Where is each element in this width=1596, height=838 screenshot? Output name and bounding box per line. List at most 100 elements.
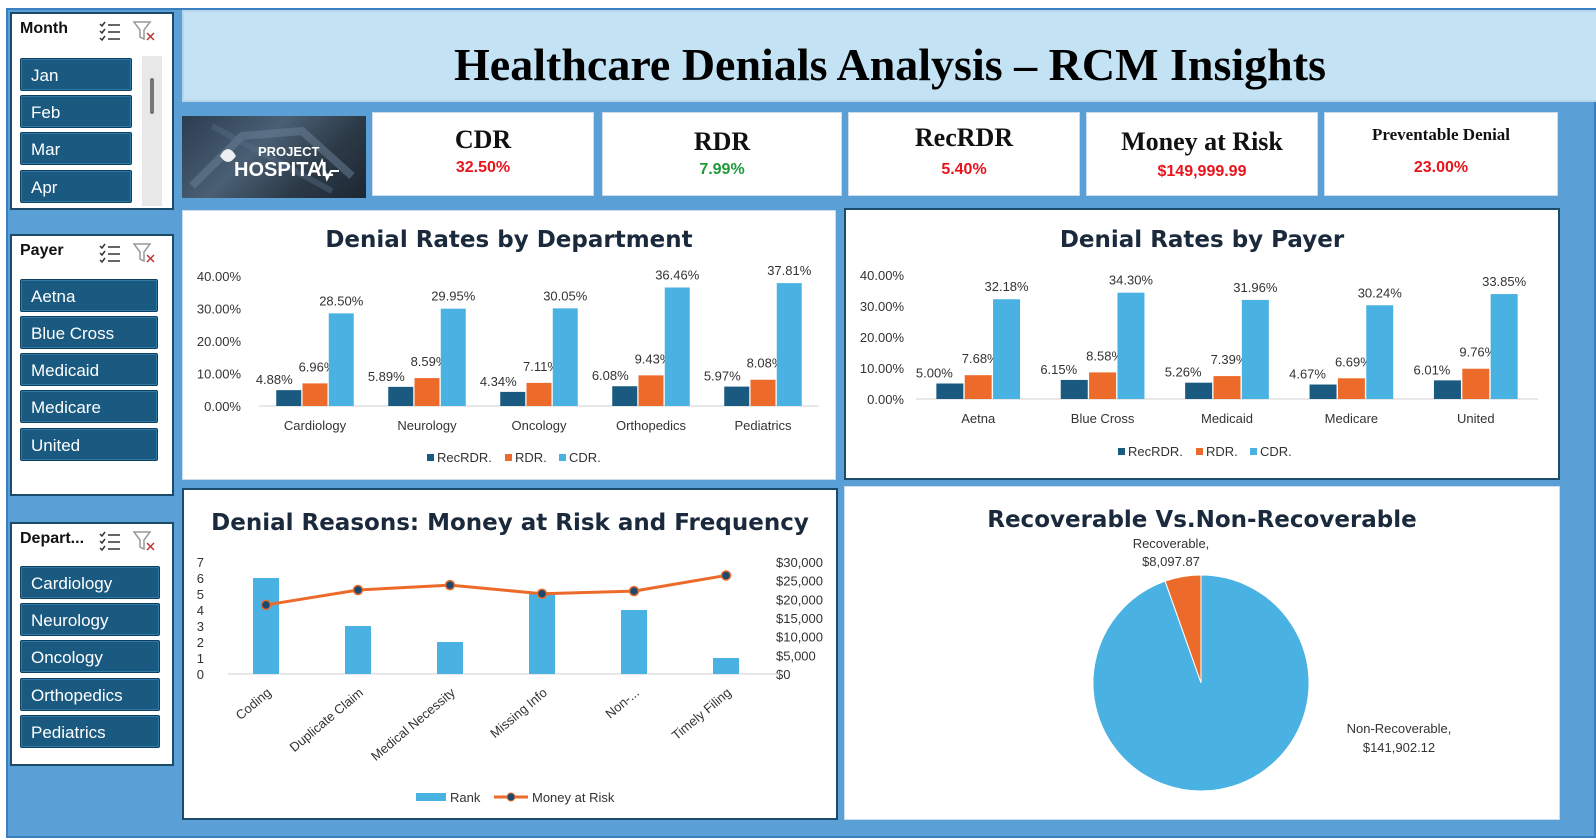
slicer-item-aetna[interactable]: Aetna — [20, 279, 158, 312]
slicer-item-jan[interactable]: Jan — [20, 58, 132, 91]
bar — [724, 386, 750, 406]
data-label: 9.43% — [635, 351, 672, 366]
y-tick-label: 20.00% — [860, 330, 905, 345]
legend-label: Rank — [450, 790, 481, 805]
chart-title: Denial Rates by Payer — [1059, 227, 1345, 253]
dashboard: Month Jan Feb Mar Apr Payer Aetna Blue C… — [6, 8, 1596, 838]
slicer-month: Month Jan Feb Mar Apr — [10, 12, 174, 210]
x-tick-label: Aetna — [961, 411, 996, 426]
bar — [388, 386, 414, 406]
y2-tick-label: $0 — [776, 667, 790, 682]
y-tick-label: 6 — [197, 571, 204, 586]
slicer-department: Depart... Cardiology Neurology Oncology … — [10, 522, 174, 766]
multi-select-icon[interactable] — [98, 20, 122, 42]
kpi-value: 23.00% — [1413, 159, 1469, 176]
slicer-title: Month — [20, 20, 68, 37]
legend-swatch — [1118, 448, 1125, 455]
clear-filter-icon[interactable] — [132, 20, 156, 42]
bar-rank — [345, 626, 371, 674]
legend-label: Money at Risk — [532, 790, 615, 805]
data-label: 6.69% — [1335, 354, 1372, 369]
data-label: 5.89% — [368, 369, 405, 384]
clear-filter-icon[interactable] — [132, 530, 156, 552]
kpi-preventable-denial: Preventable Denial 23.00% — [1324, 112, 1558, 196]
y2-tick-label: $15,000 — [776, 611, 823, 626]
x-tick-label: Missing Info — [487, 685, 550, 741]
bar — [526, 382, 552, 406]
slicer-item-medicare[interactable]: Medicare — [20, 390, 158, 423]
legend-swatch — [1250, 448, 1257, 455]
slicer-item-united[interactable]: United — [20, 428, 158, 461]
data-label: 36.46% — [655, 268, 700, 283]
panel-dept-chart: Denial Rates by Department 0.00% 10.00% 20… — [182, 210, 836, 480]
bar — [276, 390, 302, 406]
legend-swatch — [427, 454, 434, 461]
hospital-logo: PROJECT HOSPITAL — [182, 116, 366, 198]
y-tick-label: 0.00% — [204, 399, 241, 414]
y2-tick-label: $20,000 — [776, 592, 823, 607]
data-label: 30.24% — [1358, 285, 1403, 300]
y-tick-label: 3 — [197, 619, 204, 634]
bar-rank — [621, 610, 647, 674]
chart-title: Denial Reasons: Money at Risk and Freque… — [211, 510, 809, 536]
line-money-at-risk — [265, 573, 727, 607]
scroll-thumb[interactable] — [150, 78, 154, 114]
y-tick-label: 40.00% — [860, 268, 905, 283]
data-label: 34.30% — [1109, 273, 1154, 288]
x-tick-label: Duplicate Claim — [287, 685, 366, 755]
slicer-scrollbar[interactable] — [142, 56, 162, 206]
legend-label: RecRDR. — [437, 450, 492, 465]
data-label: 4.88% — [256, 372, 293, 387]
data-label: 9.76% — [1459, 345, 1496, 360]
x-tick-label: Coding — [233, 685, 274, 723]
bar — [500, 391, 526, 406]
slicer-title: Depart... — [20, 530, 85, 547]
bar — [1241, 299, 1269, 399]
x-tick-label: Oncology — [512, 418, 567, 433]
slicer-item-mar[interactable]: Mar — [20, 132, 132, 165]
bar — [1117, 292, 1145, 399]
slicer-item-oncology[interactable]: Oncology — [20, 640, 160, 673]
bar — [440, 308, 466, 406]
logo-text-hospital: HOSPITAL — [234, 159, 334, 181]
y2-tick-label: $25,000 — [776, 574, 823, 589]
y-tick-label: 4 — [197, 603, 204, 618]
data-label: 7.11% — [523, 359, 559, 374]
multi-select-icon[interactable] — [98, 530, 122, 552]
legend-label: RDR. — [1206, 444, 1238, 459]
bar — [1060, 379, 1088, 399]
bar — [1185, 382, 1213, 399]
x-tick-label: Pediatrics — [734, 418, 792, 433]
slicer-item-blue-cross[interactable]: Blue Cross — [20, 316, 158, 349]
slicer-item-medicaid[interactable]: Medicaid — [20, 353, 158, 386]
data-label: 33.85% — [1482, 274, 1527, 289]
y2-tick-label: $10,000 — [776, 630, 823, 645]
data-label: 7.68% — [962, 351, 999, 366]
line-point — [444, 579, 456, 591]
slicer-payer: Payer Aetna Blue Cross Medicaid Medicare… — [10, 234, 174, 496]
data-label: 29.95% — [431, 289, 476, 304]
bar-rank — [713, 658, 739, 674]
bar — [302, 383, 328, 406]
kpi-value: 32.50% — [455, 159, 511, 176]
slicer-item-pediatrics[interactable]: Pediatrics — [20, 715, 160, 748]
slicer-item-apr[interactable]: Apr — [20, 170, 132, 203]
slicer-item-cardiology[interactable]: Cardiology — [20, 566, 160, 599]
data-label: 31.96% — [1233, 280, 1278, 295]
y-tick-label: 30.00% — [860, 299, 905, 314]
y-tick-label: 5 — [197, 587, 204, 602]
multi-select-icon[interactable] — [98, 242, 122, 264]
line-point — [536, 588, 548, 599]
slicer-item-neurology[interactable]: Neurology — [20, 603, 160, 636]
y2-tick-label: $5,000 — [776, 648, 816, 663]
clear-filter-icon[interactable] — [132, 242, 156, 264]
x-tick-label: Medicaid — [1201, 411, 1253, 426]
y-tick-label: 1 — [197, 651, 204, 666]
y-tick-label: 30.00% — [197, 302, 242, 317]
kpi-label: RecRDR — [914, 123, 1014, 152]
slicer-item-feb[interactable]: Feb — [20, 95, 132, 128]
slicer-item-orthopedics[interactable]: Orthopedics — [20, 678, 160, 711]
bar — [936, 383, 964, 399]
bar — [776, 283, 802, 406]
